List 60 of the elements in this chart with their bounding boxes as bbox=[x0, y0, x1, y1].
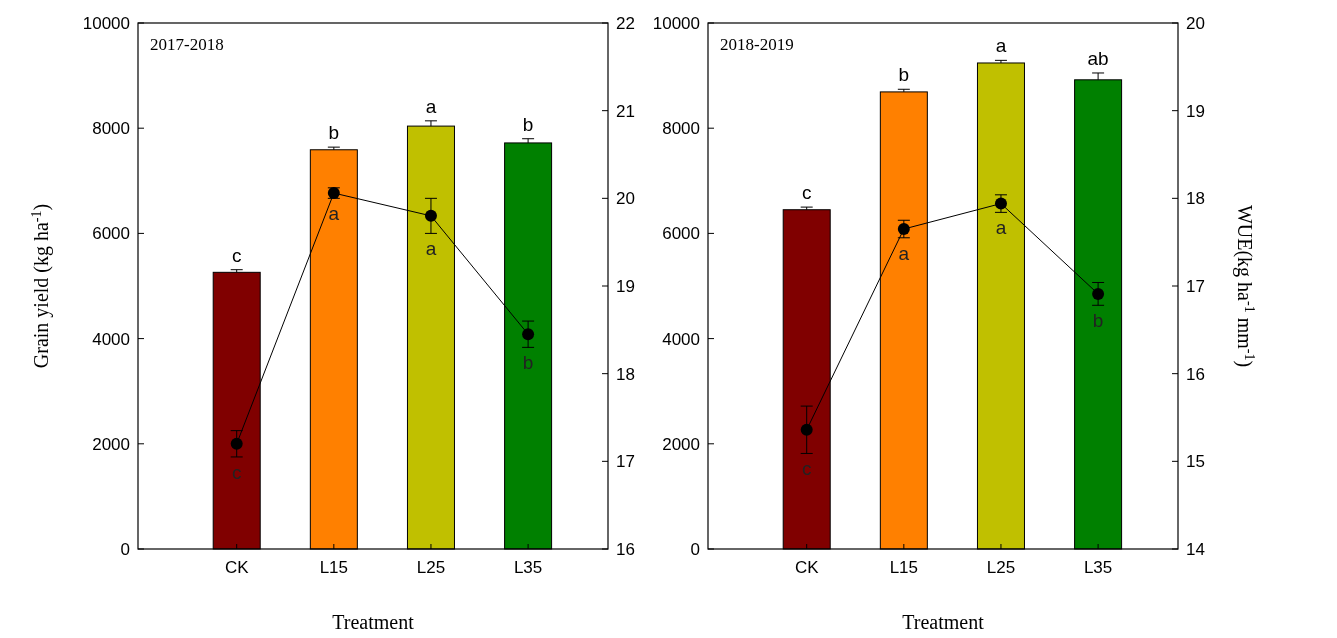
y2-tick-label: 15 bbox=[1186, 452, 1205, 472]
point bbox=[424, 209, 437, 222]
point bbox=[800, 423, 813, 436]
annotation: b bbox=[1092, 310, 1104, 332]
x-tick-label: L25 bbox=[986, 558, 1016, 577]
y-tick-label: 10000 bbox=[652, 13, 700, 33]
x-tick-label: L15 bbox=[319, 558, 349, 577]
y2-tick-label: 18 bbox=[1186, 189, 1205, 209]
y-tick-label: 8000 bbox=[92, 119, 130, 139]
annotation: c bbox=[231, 461, 242, 483]
x-axis-title: Treatment bbox=[902, 611, 985, 633]
annotation: ab bbox=[1087, 47, 1109, 69]
y2-tick-label: 22 bbox=[616, 13, 635, 33]
y-tick-label: 4000 bbox=[92, 329, 130, 349]
annotation: a bbox=[898, 242, 910, 264]
annotation: c bbox=[231, 244, 242, 266]
annotation: b bbox=[898, 64, 910, 86]
x-tick-label: L25 bbox=[416, 558, 446, 577]
y2-tick-label: 17 bbox=[616, 452, 635, 472]
annotation: b bbox=[328, 122, 340, 144]
x-tick-label: L15 bbox=[889, 558, 919, 577]
x-tick-label: L35 bbox=[513, 558, 543, 577]
y2-tick-label: 21 bbox=[616, 101, 635, 121]
y-tick-label: 0 bbox=[690, 539, 700, 559]
text: 2017-2018 bbox=[150, 35, 224, 54]
y2-tick-label: 19 bbox=[1186, 101, 1205, 121]
x-tick-label: CK bbox=[794, 558, 820, 577]
y2-tick-label: 19 bbox=[616, 276, 635, 296]
x-tick-label: CK bbox=[224, 558, 250, 577]
annotation: a bbox=[328, 203, 340, 225]
annotation: a bbox=[995, 35, 1007, 57]
y2-tick-label: 14 bbox=[1186, 539, 1205, 559]
point bbox=[522, 328, 535, 341]
x-tick-label: L35 bbox=[1083, 558, 1113, 577]
y2-tick-label: 16 bbox=[616, 539, 635, 559]
annotation: c bbox=[801, 458, 812, 480]
annotation: a bbox=[425, 95, 437, 117]
annotation: a bbox=[425, 238, 437, 260]
point bbox=[230, 437, 243, 450]
y2-tick-label: 16 bbox=[1186, 364, 1205, 384]
y-tick-label: 4000 bbox=[662, 329, 700, 349]
y-tick-label: 6000 bbox=[662, 224, 700, 244]
point bbox=[897, 223, 910, 236]
annotation: b bbox=[522, 113, 534, 135]
y-tick-label: 8000 bbox=[662, 119, 700, 139]
annotation: c bbox=[801, 182, 812, 204]
x-axis-title: Treatment bbox=[332, 611, 415, 633]
y-tick-label: 10000 bbox=[82, 13, 130, 33]
y2-tick-label: 18 bbox=[616, 364, 635, 384]
annotation: a bbox=[995, 217, 1007, 239]
y-tick-label: 2000 bbox=[662, 434, 700, 454]
y2-tick-label: 17 bbox=[1186, 276, 1205, 296]
text: 2018-2019 bbox=[720, 35, 794, 54]
y-tick-label: 0 bbox=[120, 539, 130, 559]
y-tick-label: 6000 bbox=[92, 224, 130, 244]
y2-tick-label: 20 bbox=[616, 189, 635, 209]
annotation: b bbox=[522, 352, 534, 374]
y-tick-label: 2000 bbox=[92, 434, 130, 454]
y2-tick-label: 20 bbox=[1186, 13, 1205, 33]
point bbox=[1092, 287, 1105, 300]
